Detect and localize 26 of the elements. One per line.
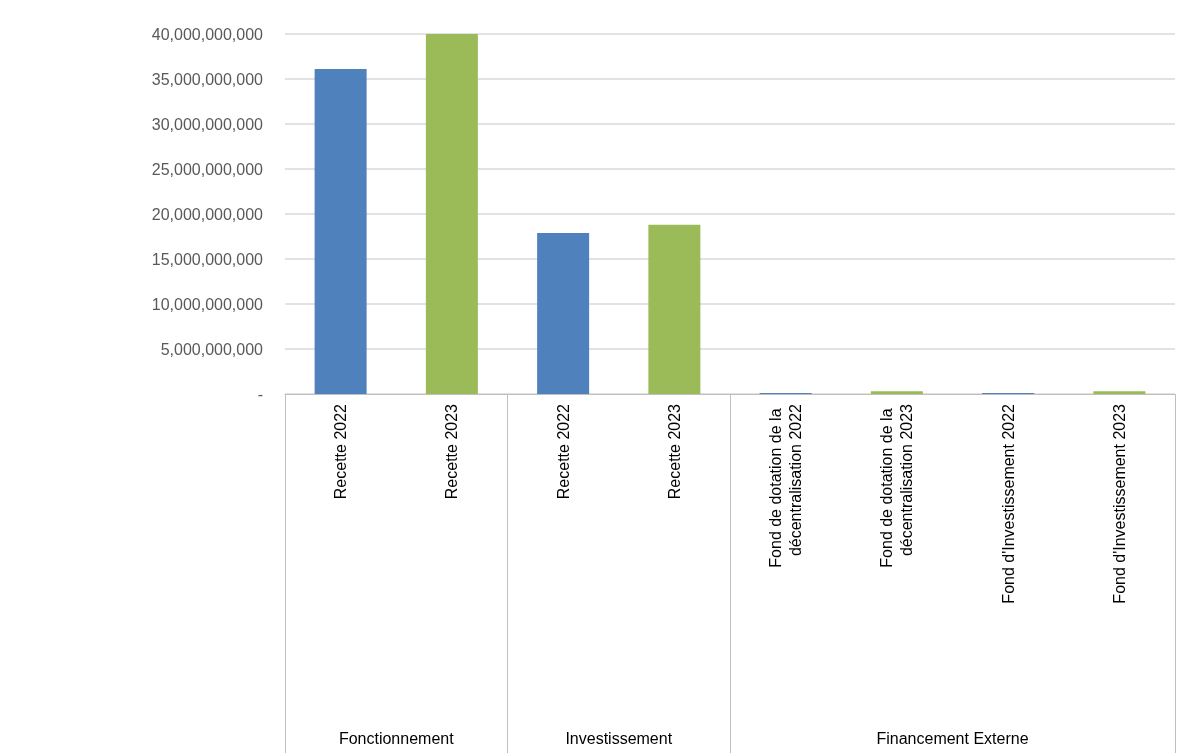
text: Financement Externe — [876, 729, 1029, 747]
bar — [537, 232, 590, 394]
y-tick-label: 25,000,000,000 — [151, 160, 264, 178]
x-tick-label: Fond de dotation de la décentralisation 2022 — [767, 403, 805, 568]
x-tick-label: Recette 2023 — [665, 403, 683, 500]
x-tick-label: Recette 2023 — [443, 403, 461, 500]
y-tick-label: 30,000,000,000 — [151, 115, 264, 133]
bar — [1093, 391, 1146, 394]
x-tick-label: Fond d'Investissement 2022 — [999, 403, 1017, 604]
bar — [314, 69, 367, 394]
text: Investissement — [565, 729, 673, 747]
y-tick-label: 20,000,000,000 — [151, 205, 264, 223]
x-tick-label: Fond d'Investissement 2023 — [1110, 403, 1128, 604]
text: Fonctionnement — [338, 729, 455, 747]
y-tick-label: 10,000,000,000 — [151, 295, 264, 313]
y-tick-label: 15,000,000,000 — [151, 250, 264, 268]
y-tick-label: 35,000,000,000 — [151, 70, 264, 88]
y-tick-label: 5,000,000,000 — [160, 340, 264, 358]
bar — [425, 34, 478, 394]
x-tick-label: Fond de dotation de la décentralisation 2023 — [878, 403, 916, 568]
x-tick-label: Recette 2022 — [332, 403, 350, 500]
bar — [870, 391, 923, 394]
y-tick-label: - — [257, 385, 263, 403]
x-tick-label: Recette 2022 — [554, 403, 572, 500]
y-tick-label: 40,000,000,000 — [151, 25, 264, 43]
bar — [648, 224, 701, 394]
